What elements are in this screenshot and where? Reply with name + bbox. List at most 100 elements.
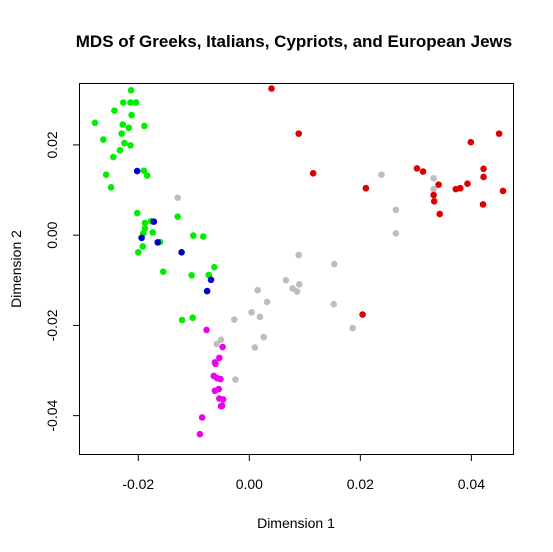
data-point bbox=[203, 326, 210, 334]
data-point bbox=[456, 184, 464, 192]
data-point bbox=[392, 206, 400, 214]
data-point bbox=[141, 219, 149, 227]
data-point bbox=[349, 324, 356, 332]
x-tick-label: 0.02 bbox=[347, 476, 374, 492]
data-point bbox=[232, 376, 239, 383]
data-point bbox=[499, 187, 507, 195]
data-point bbox=[248, 309, 255, 316]
data-point bbox=[362, 184, 370, 192]
data-point bbox=[111, 107, 118, 114]
data-point bbox=[293, 288, 301, 295]
data-point bbox=[196, 430, 204, 438]
plot-frame bbox=[79, 83, 514, 455]
y-tick-label: 0.02 bbox=[44, 131, 60, 158]
data-point bbox=[211, 387, 219, 395]
data-point bbox=[120, 99, 127, 106]
data-point bbox=[199, 233, 207, 240]
data-point bbox=[479, 201, 487, 208]
data-point bbox=[436, 210, 444, 218]
data-point bbox=[480, 173, 487, 181]
data-point bbox=[217, 336, 225, 344]
data-point bbox=[207, 276, 215, 284]
data-point bbox=[178, 249, 185, 256]
data-point bbox=[159, 268, 167, 276]
data-point bbox=[217, 402, 225, 410]
data-point bbox=[189, 232, 197, 239]
data-point bbox=[212, 360, 219, 368]
data-point bbox=[118, 130, 125, 137]
y-tick-label: -0.04 bbox=[44, 399, 60, 431]
data-point bbox=[295, 251, 303, 259]
series-4 bbox=[268, 85, 507, 318]
data-point bbox=[254, 286, 261, 294]
data-point bbox=[132, 99, 140, 106]
chart-title: MDS of Greeks, Italians, Cypriots, and E… bbox=[76, 32, 512, 51]
series-3 bbox=[174, 171, 437, 383]
data-point bbox=[419, 168, 427, 175]
data-point bbox=[119, 121, 127, 128]
data-point bbox=[188, 272, 195, 279]
data-point bbox=[295, 130, 303, 137]
data-point bbox=[141, 122, 148, 130]
data-point bbox=[309, 170, 317, 177]
data-point bbox=[110, 153, 117, 161]
data-point bbox=[251, 344, 259, 351]
data-point bbox=[107, 184, 115, 191]
data-point bbox=[495, 130, 503, 137]
data-point bbox=[127, 99, 134, 106]
data-point bbox=[467, 138, 475, 146]
data-point bbox=[330, 260, 338, 268]
data-point bbox=[295, 281, 303, 288]
x-tick-label: -0.02 bbox=[122, 476, 154, 492]
data-point bbox=[150, 218, 158, 225]
data-point bbox=[430, 185, 437, 193]
y-tick-label: -0.02 bbox=[44, 309, 60, 341]
data-point bbox=[260, 333, 268, 341]
data-point bbox=[174, 213, 182, 220]
data-point bbox=[128, 111, 135, 119]
y-axis: -0.04 -0.02 0.00 0.02 bbox=[44, 131, 80, 432]
data-point bbox=[116, 147, 124, 154]
series-5 bbox=[196, 326, 227, 438]
data-point bbox=[263, 298, 271, 306]
y-tick-label: 0.00 bbox=[44, 221, 60, 248]
data-point bbox=[282, 276, 290, 284]
data-point bbox=[217, 375, 224, 383]
data-point bbox=[392, 230, 400, 237]
data-point bbox=[91, 119, 99, 127]
data-point bbox=[359, 311, 366, 318]
y-axis-label: Dimension 2 bbox=[8, 230, 24, 308]
data-point bbox=[133, 209, 141, 217]
data-point bbox=[205, 271, 213, 279]
data-point bbox=[198, 414, 206, 421]
data-point bbox=[125, 124, 133, 132]
data-point bbox=[134, 249, 142, 256]
data-point bbox=[464, 180, 471, 188]
data-point bbox=[127, 87, 135, 94]
data-points bbox=[91, 85, 507, 438]
x-tick-label: 0.00 bbox=[236, 476, 263, 492]
data-point bbox=[231, 316, 238, 323]
data-point bbox=[139, 243, 147, 250]
data-point bbox=[256, 313, 264, 321]
data-point bbox=[413, 165, 421, 172]
data-point bbox=[219, 343, 226, 351]
data-point bbox=[140, 167, 148, 174]
data-point bbox=[430, 175, 437, 182]
x-axis-label: Dimension 1 bbox=[257, 515, 335, 531]
data-point bbox=[174, 194, 182, 202]
data-point bbox=[154, 239, 162, 246]
data-point bbox=[480, 165, 487, 173]
data-point bbox=[216, 354, 223, 362]
x-axis: -0.02 0.00 0.02 0.04 bbox=[122, 454, 485, 492]
data-point bbox=[141, 225, 149, 232]
data-point bbox=[268, 85, 275, 92]
data-point bbox=[330, 300, 337, 308]
x-tick-label: 0.04 bbox=[458, 476, 485, 492]
series-2 bbox=[133, 167, 215, 295]
data-point bbox=[203, 287, 211, 295]
data-point bbox=[121, 139, 128, 147]
data-point bbox=[149, 229, 157, 236]
